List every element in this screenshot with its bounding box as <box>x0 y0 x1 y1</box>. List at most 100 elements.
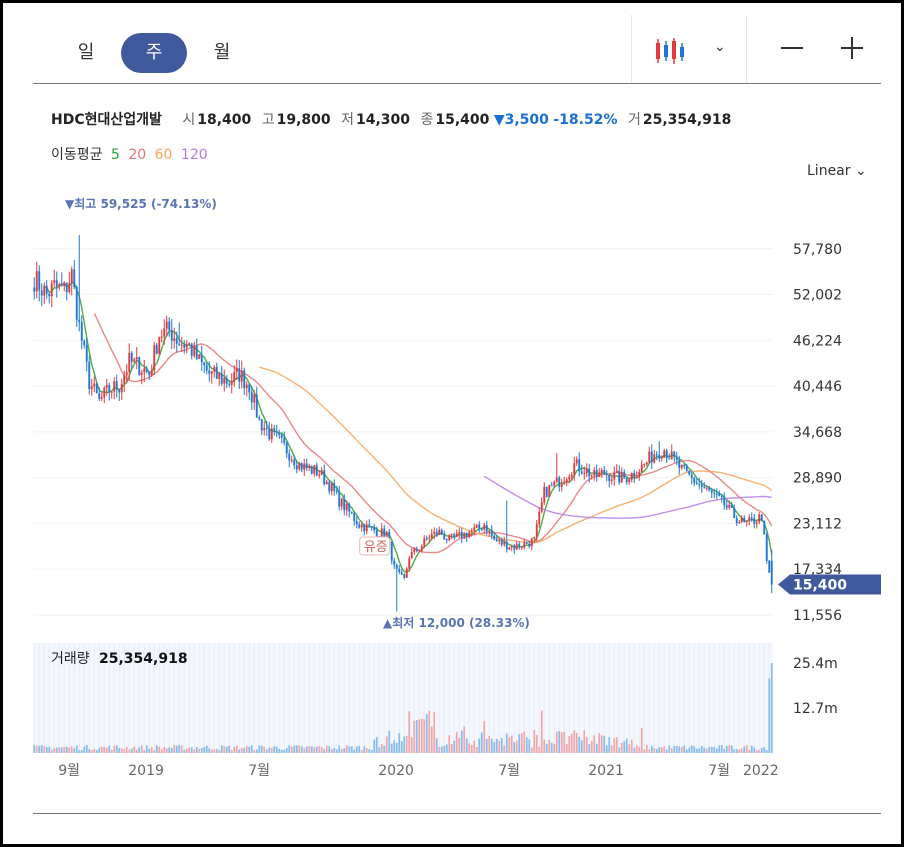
candle-body <box>223 378 226 384</box>
candle-body <box>75 287 78 320</box>
candle-body <box>573 463 576 475</box>
candle-body <box>760 514 763 521</box>
candle-body <box>333 483 336 491</box>
candle-body <box>343 498 346 511</box>
candle-body <box>523 542 526 548</box>
ma20-line <box>93 313 773 554</box>
volume-bar <box>78 750 81 753</box>
candle-body <box>553 481 556 486</box>
candle-body <box>443 535 446 540</box>
candle-body <box>123 375 126 384</box>
ma60-label: 60 <box>154 147 173 163</box>
ma60-line <box>259 366 773 544</box>
candle-body <box>650 451 653 463</box>
volume-bar <box>520 733 523 753</box>
candle-body <box>520 547 523 549</box>
chart-type-selector[interactable]: ⌄ <box>631 15 747 83</box>
candle-body <box>430 533 433 538</box>
candle-body <box>188 343 191 345</box>
volume-bar <box>140 745 143 753</box>
volume-bar <box>198 748 201 753</box>
candle-body <box>258 417 261 420</box>
candle-body <box>708 487 711 491</box>
candle-body <box>363 524 366 532</box>
change-value: ▼3,500 <box>493 112 549 128</box>
candle-body <box>730 505 733 508</box>
candle-body <box>130 352 133 362</box>
volume-bar <box>565 743 568 753</box>
x-tick-label: 2021 <box>588 763 624 779</box>
tab-day[interactable]: 일 <box>77 42 95 63</box>
zoom-controls <box>746 15 882 83</box>
volume-bar <box>623 741 626 753</box>
candle-body <box>550 485 553 487</box>
price-chart[interactable]: 57,780 52,002 46,224 40,446 34,668 28,890 23,1… <box>3 3 901 793</box>
candle-body <box>488 530 491 532</box>
volume-bar <box>600 735 603 753</box>
volume-bar <box>663 746 666 753</box>
header-divider <box>33 83 881 84</box>
candle-body <box>50 282 53 297</box>
candle-body <box>148 371 151 376</box>
candle-body <box>653 454 656 463</box>
candle-body <box>428 537 431 539</box>
ma20-label: 20 <box>128 147 147 163</box>
volume-bar <box>738 749 741 753</box>
candle-body <box>133 359 136 362</box>
volume-bar <box>578 736 581 753</box>
candle-body <box>263 427 266 431</box>
volume-bar <box>763 747 766 753</box>
tab-month[interactable]: 월 <box>213 42 231 63</box>
y-tick-label: 34,668 <box>793 425 842 441</box>
volume-bar <box>183 749 186 753</box>
candle-body <box>195 345 198 359</box>
candle-body <box>680 464 683 468</box>
volume-bar <box>540 710 543 753</box>
volume-bar <box>378 747 381 753</box>
scale-selector[interactable]: Linear ⌄ <box>807 163 867 179</box>
candle-body <box>53 280 56 283</box>
candle-body <box>270 428 273 440</box>
candle-body <box>673 451 676 457</box>
volume-bar <box>70 746 73 753</box>
min-price-label: ▲최저 12,000 (28.33%) <box>383 615 530 630</box>
stock-name: HDC현대산업개발 <box>51 112 162 128</box>
volume-bar <box>58 747 61 753</box>
candle-body <box>458 531 461 534</box>
volume-bar <box>65 746 68 753</box>
volume-bar <box>225 746 228 753</box>
volume-bar <box>165 748 168 753</box>
volume-bar <box>358 745 361 753</box>
volume-bar <box>473 740 476 753</box>
volume-bar <box>340 749 343 753</box>
volume-bar <box>118 747 121 753</box>
candle-body <box>60 284 63 287</box>
volume-bar <box>615 737 618 753</box>
candle-body <box>580 471 583 474</box>
volume-bar <box>695 748 698 753</box>
volume-bar <box>330 749 333 753</box>
max-price-label: ▼최고 59,525 (-74.13%) <box>65 196 217 211</box>
candle-body <box>95 383 98 394</box>
candle-body <box>755 521 758 524</box>
volume-bar <box>185 748 188 753</box>
event-label: 유증 <box>364 540 388 555</box>
volume-bar <box>500 738 503 753</box>
volume-bar <box>490 738 493 753</box>
chevron-down-icon[interactable]: ⌄ <box>714 39 726 55</box>
candle-body <box>108 384 111 393</box>
volume-bar <box>100 746 103 753</box>
volume-bar <box>323 749 326 753</box>
volume-bar <box>643 749 646 753</box>
open-label: 시 <box>182 112 196 128</box>
candle-body <box>505 541 508 550</box>
volume-bar <box>220 745 223 753</box>
tab-week[interactable]: 주 <box>121 33 187 73</box>
volume-bar <box>735 748 738 753</box>
candle-body <box>615 470 618 473</box>
candle-body <box>410 551 413 559</box>
minus-icon[interactable] <box>781 47 803 49</box>
candle-body <box>180 344 183 346</box>
candle-body <box>73 269 76 288</box>
candle-body <box>375 530 378 537</box>
